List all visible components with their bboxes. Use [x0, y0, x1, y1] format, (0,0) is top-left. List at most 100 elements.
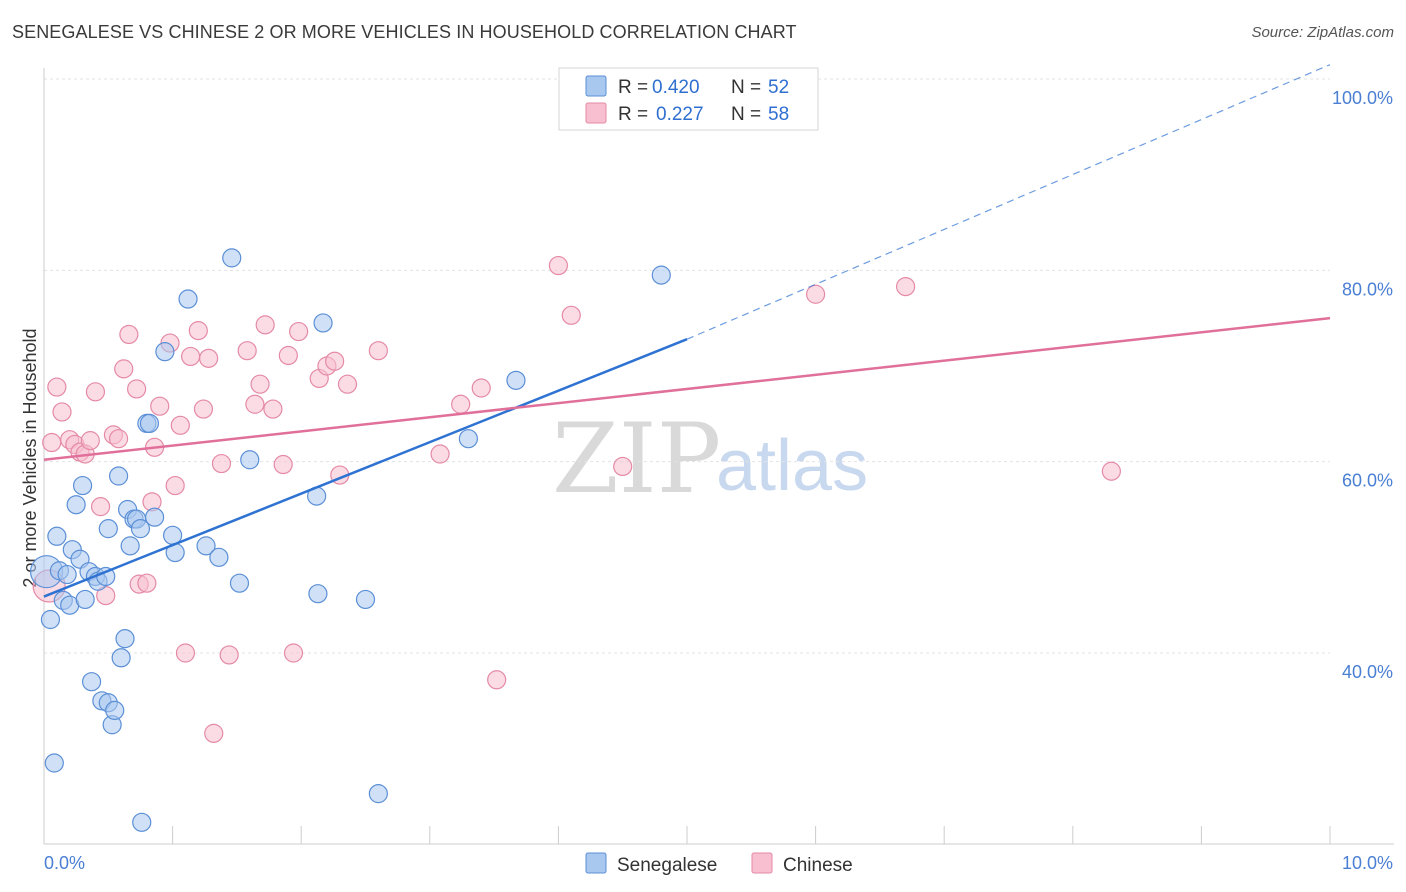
- data-point-senegalese: [229, 573, 250, 593]
- data-point-senegalese: [144, 507, 165, 527]
- data-point-chinese: [368, 341, 388, 361]
- data-point-chinese: [181, 346, 201, 367]
- data-point-senegalese: [458, 429, 478, 449]
- series-legend-swatch-senegalese: [585, 852, 607, 874]
- data-point-chinese: [137, 573, 157, 593]
- data-point-chinese: [193, 399, 214, 419]
- data-point-chinese: [52, 402, 72, 422]
- data-point-senegalese: [506, 370, 526, 390]
- legend-r-label: R =: [618, 77, 648, 98]
- data-point-chinese: [487, 670, 507, 690]
- data-point-chinese: [1101, 461, 1121, 481]
- data-point-chinese: [108, 429, 129, 449]
- data-point-chinese: [561, 305, 581, 325]
- data-point-senegalese: [111, 648, 131, 668]
- data-point-senegalese: [130, 519, 151, 539]
- data-point-senegalese: [81, 672, 102, 692]
- data-point-chinese: [114, 359, 134, 379]
- data-point-chinese: [90, 497, 111, 517]
- watermark-zip: ZIP: [552, 403, 721, 515]
- data-point-senegalese: [651, 265, 671, 285]
- data-point-chinese: [325, 351, 345, 371]
- data-point-chinese: [430, 444, 450, 464]
- x-tick-label: 10.0%: [1342, 853, 1393, 873]
- data-point-chinese: [255, 315, 275, 335]
- data-point-senegalese: [355, 589, 376, 610]
- data-point-chinese: [548, 255, 569, 276]
- data-point-chinese: [805, 284, 826, 304]
- data-point-senegalese: [57, 564, 77, 585]
- data-point-chinese: [119, 324, 139, 345]
- data-point-chinese: [150, 396, 170, 416]
- data-point-senegalese: [115, 629, 135, 649]
- scatter-points: [29, 248, 1121, 832]
- data-point-chinese: [278, 345, 298, 366]
- legend-r-value-senegalese: 0.420: [652, 77, 700, 98]
- series-legend-label-senegalese: Senegalese: [617, 855, 717, 876]
- data-point-chinese: [204, 723, 224, 743]
- data-point-senegalese: [368, 784, 388, 804]
- legend-r-value-chinese: 0.227: [656, 104, 704, 125]
- data-point-chinese: [896, 276, 916, 297]
- data-point-senegalese: [139, 413, 160, 433]
- data-point-senegalese: [308, 584, 328, 604]
- y-tick-label: 80.0%: [1342, 279, 1393, 299]
- data-point-chinese: [199, 348, 219, 368]
- data-point-senegalese: [209, 547, 229, 567]
- data-point-senegalese: [222, 248, 242, 268]
- trend-line-senegalese-extension: [686, 64, 1331, 340]
- data-point-chinese: [283, 643, 304, 663]
- data-point-chinese: [250, 374, 270, 394]
- data-point-chinese: [211, 453, 232, 474]
- axes: [43, 68, 1394, 845]
- tick-labels: 40.0% 60.0% 80.0% 100.0% 0.0% 10.0%: [44, 88, 1393, 873]
- legend-r-label: R =: [618, 104, 648, 125]
- data-point-senegalese: [40, 609, 61, 630]
- data-point-chinese: [237, 341, 257, 361]
- watermark-atlas: atlas: [716, 426, 868, 506]
- series-legend-swatch-chinese: [751, 852, 773, 874]
- data-point-senegalese: [196, 536, 216, 556]
- data-point-senegalese: [132, 812, 152, 832]
- data-point-senegalese: [120, 536, 140, 556]
- data-point-chinese: [613, 456, 633, 477]
- y-tick-label: 60.0%: [1342, 471, 1393, 491]
- data-point-chinese: [80, 431, 100, 451]
- data-point-senegalese: [66, 495, 86, 515]
- data-point-senegalese: [105, 700, 125, 721]
- chart-title: SENEGALESE VS CHINESE 2 OR MORE VEHICLES…: [12, 22, 797, 42]
- data-point-chinese: [188, 321, 208, 341]
- legend-n-label: N =: [731, 104, 761, 125]
- x-tick-label: 0.0%: [44, 853, 85, 873]
- y-axis-label: 2 or more Vehicles in Household: [20, 328, 40, 587]
- data-point-senegalese: [47, 526, 67, 546]
- trend-lines: [43, 64, 1331, 598]
- y-tick-label: 40.0%: [1342, 662, 1393, 682]
- data-point-senegalese: [240, 450, 260, 470]
- data-point-senegalese: [155, 342, 175, 362]
- data-point-senegalese: [178, 289, 198, 309]
- trend-line-chinese: [43, 316, 1331, 461]
- data-point-chinese: [471, 378, 491, 398]
- data-point-chinese: [42, 432, 62, 453]
- series-legend-label-chinese: Chinese: [783, 855, 853, 876]
- data-point-chinese: [245, 394, 265, 414]
- trend-line-senegalese: [43, 338, 688, 598]
- data-point-senegalese: [75, 589, 95, 610]
- data-point-chinese: [175, 643, 196, 663]
- data-point-chinese: [219, 645, 239, 665]
- data-point-senegalese: [44, 753, 64, 773]
- series-legend: Senegalese Chinese: [585, 852, 853, 876]
- source-credit: Source: ZipAtlas.com: [1251, 24, 1394, 41]
- data-point-senegalese: [72, 475, 93, 496]
- data-point-senegalese: [108, 466, 129, 486]
- legend-n-value-senegalese: 52: [768, 77, 789, 98]
- data-point-chinese: [85, 382, 106, 402]
- data-point-chinese: [263, 399, 283, 419]
- y-tick-label: 100.0%: [1332, 88, 1393, 108]
- stats-legend: R = 0.420 N = 52 R = 0.227 N = 58: [558, 67, 819, 131]
- legend-n-value-chinese: 58: [768, 104, 789, 125]
- data-point-chinese: [451, 394, 471, 414]
- data-point-chinese: [170, 415, 190, 435]
